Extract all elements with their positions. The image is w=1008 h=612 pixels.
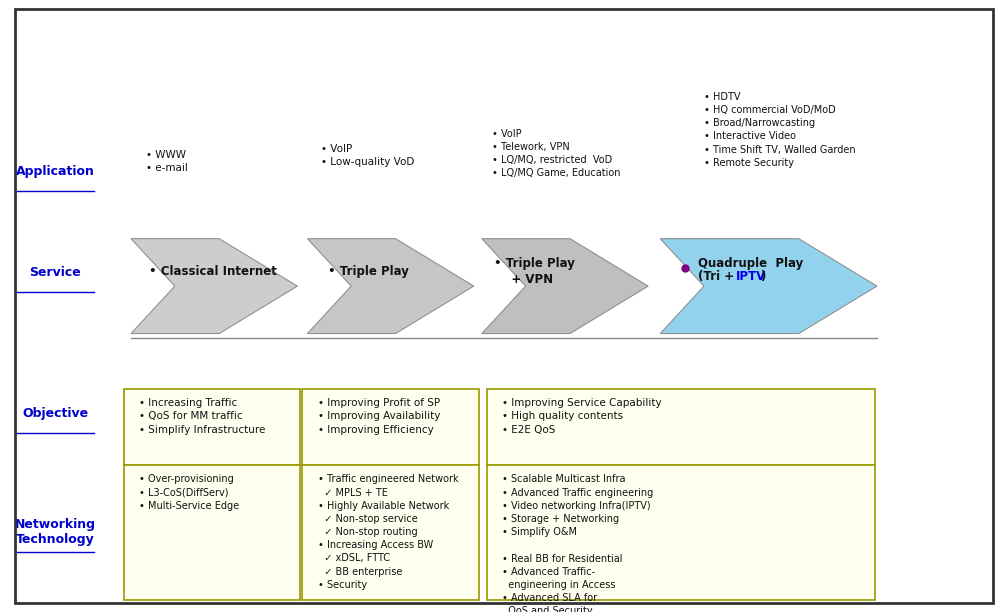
Text: + VPN: + VPN: [499, 272, 553, 286]
Text: • Over-provisioning
• L3-CoS(DiffServ)
• Multi-Service Edge: • Over-provisioning • L3-CoS(DiffServ) •…: [139, 474, 239, 510]
Text: • VoIP
• Low-quality VoD: • VoIP • Low-quality VoD: [321, 144, 414, 167]
Text: • Improving Profit of SP
• Improving Availability
• Improving Efficiency: • Improving Profit of SP • Improving Ava…: [318, 398, 439, 435]
FancyBboxPatch shape: [487, 389, 875, 465]
FancyBboxPatch shape: [124, 389, 300, 465]
Text: (Tri +: (Tri +: [698, 270, 738, 283]
Text: • WWW
• e-mail: • WWW • e-mail: [146, 150, 188, 173]
FancyBboxPatch shape: [487, 465, 875, 600]
Polygon shape: [660, 239, 877, 334]
Text: ): ): [760, 270, 765, 283]
Text: Networking
Technology: Networking Technology: [15, 518, 96, 547]
Text: • Scalable Multicast Infra
• Advanced Traffic engineering
• Video networking Inf: • Scalable Multicast Infra • Advanced Tr…: [502, 474, 653, 612]
Text: • Triple Play: • Triple Play: [328, 264, 408, 278]
Polygon shape: [482, 239, 648, 334]
FancyBboxPatch shape: [302, 465, 479, 600]
Text: • Triple Play: • Triple Play: [494, 256, 575, 270]
Text: • Increasing Traffic
• QoS for MM traffic
• Simplify Infrastructure: • Increasing Traffic • QoS for MM traffi…: [139, 398, 265, 435]
Text: • Improving Service Capability
• High quality contents
• E2E QoS: • Improving Service Capability • High qu…: [502, 398, 661, 435]
Text: Service: Service: [29, 266, 82, 279]
Text: Quadruple  Play: Quadruple Play: [698, 256, 802, 270]
Text: IPTV: IPTV: [736, 270, 766, 283]
Text: • HDTV
• HQ commercial VoD/MoD
• Broad/Narrowcasting
• Interactive Video
• Time : • HDTV • HQ commercial VoD/MoD • Broad/N…: [704, 92, 855, 168]
Text: Objective: Objective: [22, 406, 89, 420]
Polygon shape: [307, 239, 474, 334]
FancyBboxPatch shape: [124, 465, 300, 600]
Text: • VoIP
• Telework, VPN
• LQ/MQ, restricted  VoD
• LQ/MQ Game, Education: • VoIP • Telework, VPN • LQ/MQ, restrict…: [492, 129, 620, 178]
Polygon shape: [131, 239, 297, 334]
Text: • Traffic engineered Network
  ✓ MPLS + TE
• Highly Available Network
  ✓ Non-st: • Traffic engineered Network ✓ MPLS + TE…: [318, 474, 459, 590]
Text: Application: Application: [16, 165, 95, 178]
FancyBboxPatch shape: [302, 389, 479, 465]
Text: • Classical Internet: • Classical Internet: [149, 264, 277, 278]
